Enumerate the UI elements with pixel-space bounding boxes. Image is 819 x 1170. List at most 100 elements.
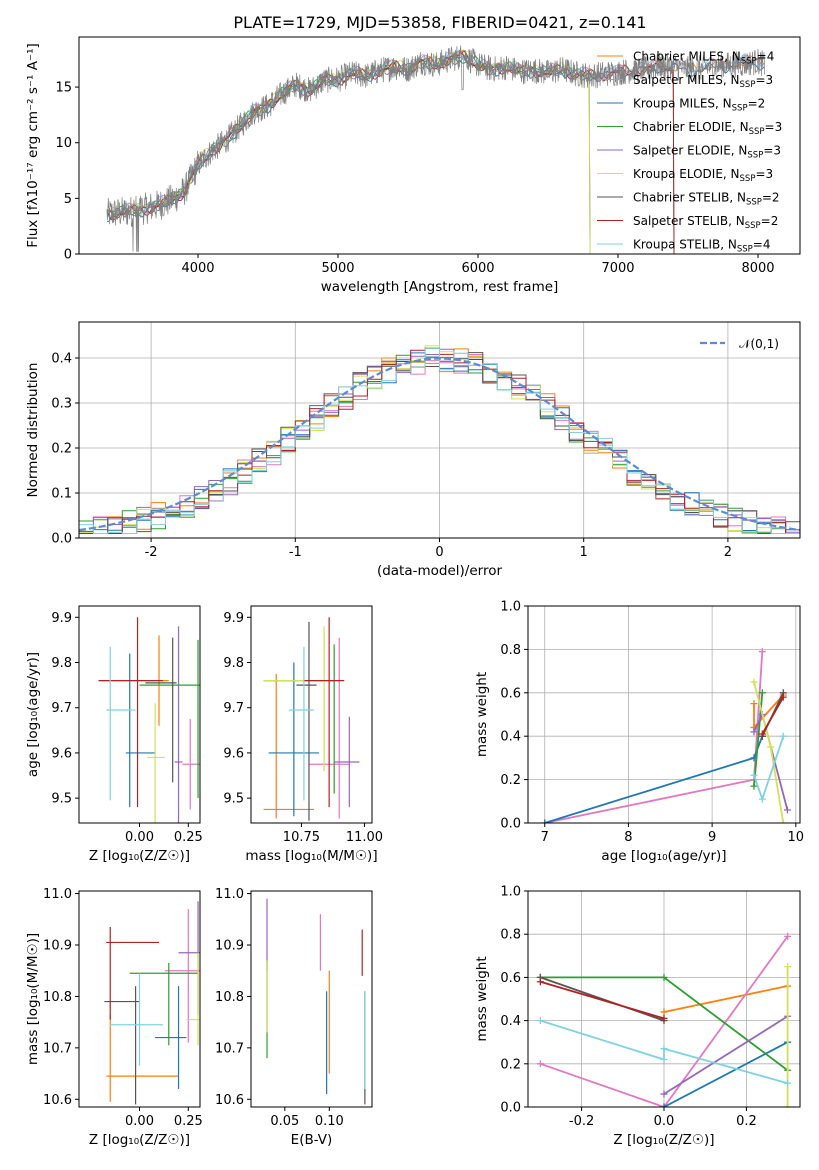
weight_vs_age-frame: [527, 605, 801, 824]
mass-weight-marker: [750, 700, 758, 708]
mass-weight-line: [540, 935, 789, 1107]
weight_vs_Z-xlabel: Z [log₁₀(Z/Z☉)]: [613, 1132, 714, 1148]
mass-weight-marker: [750, 782, 758, 790]
x-tick-label: 7000: [601, 261, 634, 276]
legend-label: Kroupa ELODIE, NSSP=3: [633, 167, 773, 184]
mass-weight-marker: [660, 1090, 668, 1098]
y-tick-label: 0.0: [500, 817, 521, 832]
residuals-ylabel: Normed distribution: [25, 363, 41, 498]
y-tick-label: 9.5: [51, 792, 72, 807]
age_vs_Z-xlabel: Z [log₁₀(Z/Z☉)]: [89, 848, 190, 864]
spectrum-legend: Chabrier MILES, NSSP=4 Salpeter MILES, NS…: [597, 50, 782, 255]
x-tick-label: 0.2: [736, 1114, 757, 1129]
figure-title: PLATE=1729, MJD=53858, FIBERID=0421, z=0…: [233, 13, 646, 32]
y-tick-label: 0.8: [500, 643, 521, 658]
y-tick-label: 0.1: [51, 487, 72, 502]
y-tick-label: 0: [64, 248, 72, 263]
mass-weight-line: [544, 651, 764, 823]
mass-weight-marker: [660, 1045, 668, 1053]
x-tick-label: 5000: [321, 261, 354, 276]
x-tick-label: 0.25: [174, 830, 203, 845]
spectrum-axes: 4000 5000 6000 7000 8000 0 5 10 15 wavelength [An…: [25, 43, 775, 295]
y-tick-label: 9.7: [223, 701, 244, 716]
mass-weight-marker: [536, 1060, 544, 1068]
mass-weight-marker: [758, 648, 766, 656]
y-tick-label: 0.2: [500, 773, 521, 788]
y-tick-label: 10.7: [215, 1041, 244, 1056]
x-tick-label: -2: [145, 545, 158, 560]
y-tick-label: 0.4: [51, 352, 72, 367]
age_vs_mass-frame: [250, 605, 373, 824]
residual-histogram: [79, 347, 800, 534]
y-tick-label: 9.8: [51, 656, 72, 671]
weight_vs_Z-ylabel: mass weight: [474, 956, 490, 1041]
y-tick-label: 0.0: [500, 1101, 521, 1116]
weight_vs_age-ylabel: mass weight: [474, 672, 490, 757]
y-tick-label: 11.0: [43, 887, 72, 902]
x-tick-label: 0.25: [174, 1114, 203, 1129]
residuals-frame: [78, 321, 801, 539]
y-tick-label: 5: [64, 192, 72, 207]
y-tick-label: 10.8: [215, 990, 244, 1005]
y-tick-label: 0.3: [51, 397, 72, 412]
x-tick-label: 9: [708, 830, 716, 845]
mass-weight-marker: [750, 771, 758, 779]
mass-weight-marker: [779, 693, 787, 701]
x-tick-label: 7: [541, 830, 549, 845]
mass-weight-line: [761, 696, 785, 735]
legend-label: Chabrier ELODIE, NSSP=3: [633, 120, 782, 137]
y-tick-label: 1.0: [500, 600, 521, 615]
y-tick-label: 10.8: [43, 990, 72, 1005]
mass-weight-marker: [750, 728, 758, 736]
observed-spectrum-line: [106, 45, 766, 252]
residuals-xlabel: (data-model)/error: [377, 563, 503, 579]
mass-weight-marker: [758, 689, 766, 697]
x-tick-label: 0.05: [270, 1114, 299, 1129]
mass-weight-marker: [779, 819, 787, 823]
mass-weight-line: [663, 1015, 789, 1095]
y-tick-label: 10.9: [215, 939, 244, 954]
model-spectrum-line: [107, 54, 591, 254]
x-tick-label: -1: [289, 545, 302, 560]
mass_vs_Z-frame: [78, 890, 201, 1108]
model-spectrum-line: [106, 50, 591, 254]
mass-weight-marker: [660, 1055, 668, 1063]
age_vs_mass-axes: 10.75 11.00 9.5 9.6 9.7 9.8 9.9 mass [log₁₀(M/M…: [223, 611, 383, 864]
mass-weight-line: [540, 976, 665, 1022]
x-tick-label: -0.2: [569, 1114, 594, 1129]
y-tick-label: 10.6: [215, 1093, 244, 1108]
spectrum-xlabel: wavelength [Angstrom, rest frame]: [321, 279, 559, 295]
mass-weight-marker: [536, 978, 544, 986]
spectrum-frame: [78, 36, 801, 255]
legend-label: Salpeter STELIB, NSSP=2: [633, 214, 778, 231]
mass-weight-line: [663, 985, 788, 1013]
mass-weight-marker: [660, 1103, 668, 1107]
y-tick-label: 1.0: [500, 885, 521, 900]
mass-weight-line: [663, 1041, 789, 1107]
mass-weight-marker: [750, 678, 758, 686]
mass-weight-marker: [660, 973, 668, 981]
y-tick-label: 9.8: [223, 656, 244, 671]
x-tick-label: 0.10: [315, 1114, 344, 1129]
y-tick-label: 0.2: [500, 1057, 521, 1072]
x-tick-label: 2: [724, 545, 732, 560]
x-tick-label: 0.0: [654, 1114, 675, 1129]
legend-label: Salpeter ELODIE, NSSP=3: [633, 144, 781, 161]
mass-weight-marker: [536, 1017, 544, 1025]
legend-label: Kroupa STELIB, NSSP=4: [633, 238, 771, 255]
mass_vs_ebv-frame: [250, 890, 373, 1108]
x-tick-label: 6000: [461, 261, 494, 276]
model-spectrum-line: [106, 55, 591, 254]
x-tick-label: 0.00: [125, 1114, 154, 1129]
y-tick-label: 0.4: [500, 1014, 521, 1029]
mass_vs_ebv-axes: 0.05 0.10 10.6 10.7 10.8 10.9 11.0 E(B-V): [215, 887, 344, 1148]
mass-weight-marker: [541, 819, 549, 823]
age_vs_mass-xlabel: mass [log₁₀(M/M☉)]: [245, 848, 377, 864]
y-tick-label: 10.7: [43, 1041, 72, 1056]
legend-label: 𝒩(0,1): [739, 337, 779, 351]
x-tick-label: 11.00: [346, 830, 383, 845]
y-tick-label: 0.8: [500, 928, 521, 943]
legend-label: Chabrier MILES, NSSP=4: [633, 50, 774, 67]
